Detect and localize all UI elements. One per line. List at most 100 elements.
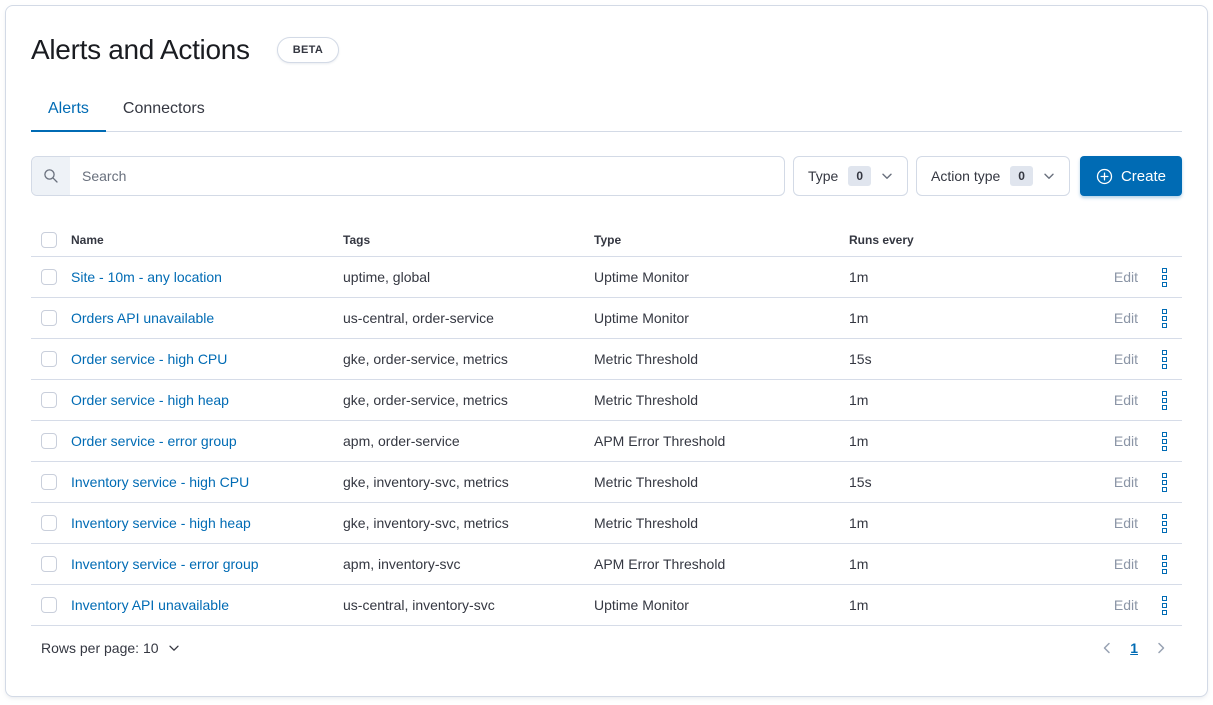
row-checkbox[interactable] [41,597,57,613]
alert-name-link[interactable]: Inventory service - high CPU [71,474,250,490]
row-actions-menu-icon[interactable] [1158,264,1171,291]
edit-link[interactable]: Edit [1113,597,1138,613]
alert-name-cell: Inventory service - error group [63,556,335,572]
alert-runs-every-cell: 1m [849,269,869,285]
action-type-filter-count-badge: 0 [1010,166,1033,186]
page-title: Alerts and Actions [31,34,250,65]
table-row: Order service - high heap gke, order-ser… [31,380,1182,421]
select-all-checkbox[interactable] [41,231,57,248]
row-actions-menu-icon[interactable] [1158,387,1171,414]
alert-name-cell: Inventory service - high CPU [63,474,335,490]
table-row: Inventory service - error group apm, inv… [31,544,1182,585]
row-actions-menu-icon[interactable] [1158,346,1171,373]
page-number-1[interactable]: 1 [1130,640,1138,656]
alert-name-cell: Site - 10m - any location [63,269,335,285]
alert-runs-every-cell: 15s [849,351,872,367]
table-row: Site - 10m - any location uptime, global… [31,257,1182,298]
edit-link[interactable]: Edit [1113,392,1138,408]
row-checkbox-cell [31,474,63,490]
column-header-runs-every: Runs every [849,232,914,247]
alert-name-cell: Inventory service - high heap [63,515,335,531]
row-checkbox-cell [31,556,63,572]
row-checkbox[interactable] [41,474,57,490]
table-footer: Rows per page: 10 1 [31,626,1182,673]
chevron-down-icon [1043,170,1055,182]
alert-name-link[interactable]: Order service - high CPU [71,351,228,367]
alert-tags-cell: apm, inventory-svc [343,556,461,572]
tab-alerts[interactable]: Alerts [31,88,106,132]
previous-page-button[interactable] [1098,639,1116,657]
row-actions-menu-icon[interactable] [1158,305,1171,332]
edit-link[interactable]: Edit [1113,433,1138,449]
alert-name-cell: Order service - high heap [63,392,335,408]
alert-name-link[interactable]: Inventory service - high heap [71,515,251,531]
edit-link[interactable]: Edit [1113,474,1138,490]
search-input[interactable] [70,157,784,195]
alert-name-link[interactable]: Orders API unavailable [71,310,215,326]
alert-tags-cell: us-central, inventory-svc [343,597,495,613]
edit-link[interactable]: Edit [1113,556,1138,572]
edit-link[interactable]: Edit [1113,351,1138,367]
row-menu-cell [1146,592,1182,619]
alert-name-cell: Orders API unavailable [63,310,335,326]
alert-type-cell: Metric Threshold [594,351,699,367]
create-button[interactable]: Create [1079,156,1182,196]
alert-tags-cell: gke, inventory-svc, metrics [343,474,509,490]
row-checkbox[interactable] [41,433,57,449]
row-checkbox[interactable] [41,392,57,408]
row-checkbox[interactable] [41,269,57,285]
row-checkbox-cell [31,310,63,326]
alert-name-link[interactable]: Inventory service - error group [71,556,259,572]
type-filter-button[interactable]: Type 0 [792,156,909,196]
row-actions-menu-icon[interactable] [1158,469,1171,496]
alert-name-link[interactable]: Site - 10m - any location [71,269,222,285]
alert-name-cell: Inventory API unavailable [63,597,335,613]
table-row: Order service - high CPU gke, order-serv… [31,339,1182,380]
alert-name-link[interactable]: Order service - error group [71,433,237,449]
row-edit-cell: Edit [1088,310,1146,326]
edit-link[interactable]: Edit [1113,310,1138,326]
alert-runs-every-cell: 1m [849,310,869,326]
row-actions-menu-icon[interactable] [1158,428,1171,455]
next-page-button[interactable] [1152,639,1170,657]
alert-type-cell: APM Error Threshold [594,433,726,449]
row-checkbox-cell [31,433,63,449]
alert-tags-cell: us-central, order-service [343,310,494,326]
edit-link[interactable]: Edit [1113,515,1138,531]
pagination: 1 [1098,639,1182,657]
row-menu-cell [1146,346,1182,373]
row-actions-menu-icon[interactable] [1158,551,1171,578]
alert-runs-every-cell: 1m [849,433,869,449]
alert-type-cell: Uptime Monitor [594,310,689,326]
chevron-down-icon [168,642,180,654]
alert-name-cell: Order service - high CPU [63,351,335,367]
search-box [31,156,785,196]
row-actions-menu-icon[interactable] [1158,592,1171,619]
row-checkbox[interactable] [41,351,57,367]
row-checkbox-cell [31,269,63,285]
alert-name-link[interactable]: Order service - high heap [71,392,229,408]
tab-connectors[interactable]: Connectors [122,100,205,117]
row-actions-menu-icon[interactable] [1158,510,1171,537]
alert-tags-cell: gke, order-service, metrics [343,392,508,408]
alert-type-cell: Metric Threshold [594,392,699,408]
alert-tags-cell: gke, inventory-svc, metrics [343,515,509,531]
alert-type-cell: Metric Threshold [594,474,699,490]
toolbar: Type 0 Action type 0 Create [31,156,1182,196]
alert-name-link[interactable]: Inventory API unavailable [71,597,229,613]
row-checkbox[interactable] [41,310,57,326]
edit-link[interactable]: Edit [1113,269,1138,285]
row-edit-cell: Edit [1088,556,1146,572]
action-type-filter-button[interactable]: Action type 0 [916,156,1070,196]
row-menu-cell [1146,387,1182,414]
rows-per-page-selector[interactable]: Rows per page: 10 [31,640,180,656]
alert-runs-every-cell: 1m [849,392,869,408]
column-header-tags: Tags [343,232,371,247]
row-edit-cell: Edit [1088,515,1146,531]
row-checkbox[interactable] [41,515,57,531]
alert-tags-cell: gke, order-service, metrics [343,351,508,367]
row-menu-cell [1146,469,1182,496]
alert-tags-cell: uptime, global [343,269,431,285]
alerts-table: Name Tags Type Runs every Site - 10m - a… [31,223,1182,626]
row-checkbox[interactable] [41,556,57,572]
